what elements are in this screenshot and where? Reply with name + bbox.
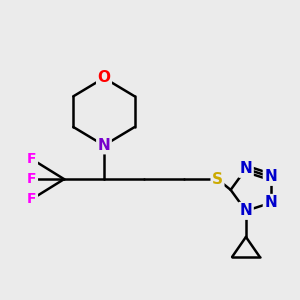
Text: N: N [98,138,110,153]
Text: F: F [27,152,37,166]
Text: N: N [239,203,252,218]
Text: S: S [212,172,223,187]
Text: N: N [264,195,277,210]
Text: N: N [239,161,252,176]
Text: O: O [98,70,110,86]
Text: F: F [27,192,37,206]
Text: N: N [264,169,277,184]
Text: F: F [27,172,37,186]
